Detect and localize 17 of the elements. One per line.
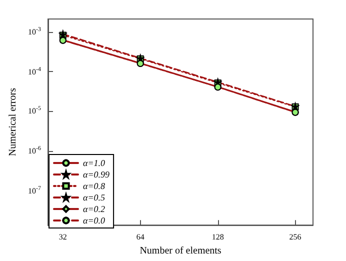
x-tick-label: 128 [212,232,224,242]
legend-label: α=0.99 [83,170,110,180]
y-tick-label: 10$^{-5}$ [28,106,41,116]
legend-label: α=0.8 [83,181,106,191]
legend-label: α=0.0 [83,216,106,226]
y-tick-label: 10$^{-4}$ [28,66,41,76]
legend-label: α=1.0 [83,158,106,168]
y-tick-label: 10$^{-6}$ [28,146,41,156]
x-tick-label: 64 [136,232,144,242]
legend-label: α=0.2 [83,204,106,214]
y-tick-label: 10$^{-7}$ [28,186,41,196]
x-tick-label: 32 [58,232,67,242]
x-axis-title: Number of elements [140,246,222,256]
y-tick-label: 10$^{-3}$ [28,26,41,36]
legend-label: α=0.5 [83,192,106,202]
x-tick-label: 256 [289,232,302,242]
y-axis-title: Numerical errors [8,88,18,156]
